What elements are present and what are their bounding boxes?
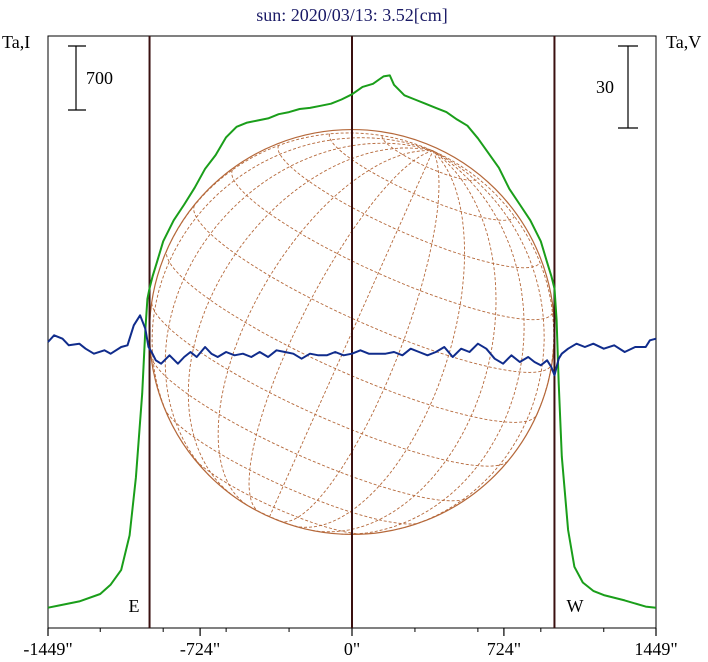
limb-marker-label: W (566, 596, 583, 616)
x-tick-label: 724" (487, 639, 521, 659)
longitude-line (311, 150, 497, 533)
series-lines (47, 74, 657, 609)
latitude-line (381, 135, 479, 181)
longitude-line (279, 150, 440, 523)
latitude-line (151, 303, 508, 467)
right-axis-label: Ta,V (666, 32, 701, 52)
latitude-line (277, 145, 541, 269)
longitude-line (151, 137, 434, 429)
longitude-line (217, 150, 433, 505)
latitude-line (192, 456, 366, 535)
x-tick-label: -724" (180, 639, 220, 659)
series-line (47, 314, 657, 377)
longitude-line (432, 150, 555, 415)
x-tick-label: -1449" (23, 639, 72, 659)
right-scale-label: 30 (596, 77, 614, 97)
x-axis: -1449" -724" 0" 724" 1449" (23, 628, 678, 659)
longitude-line (339, 150, 525, 535)
latitude-line (231, 169, 553, 321)
x-tick-label: 0" (344, 639, 360, 659)
chart-title: sun: 2020/03/13: 3.52[cm] (256, 5, 448, 25)
right-scale-bar (618, 45, 638, 129)
x-tick-label: 1449" (634, 639, 677, 659)
latitude-line (164, 408, 421, 525)
left-axis-label: Ta,I (2, 32, 30, 52)
longitude-line (187, 147, 433, 495)
left-scale-label: 700 (86, 68, 113, 88)
limb-marker-label: E (129, 596, 140, 616)
longitude-line (294, 150, 465, 528)
longitude-line (248, 150, 434, 513)
latitude-line (150, 356, 468, 502)
longitude-line (398, 150, 545, 530)
latitude-line (193, 205, 552, 373)
series-line (47, 74, 657, 609)
left-scale-bar (68, 45, 86, 111)
